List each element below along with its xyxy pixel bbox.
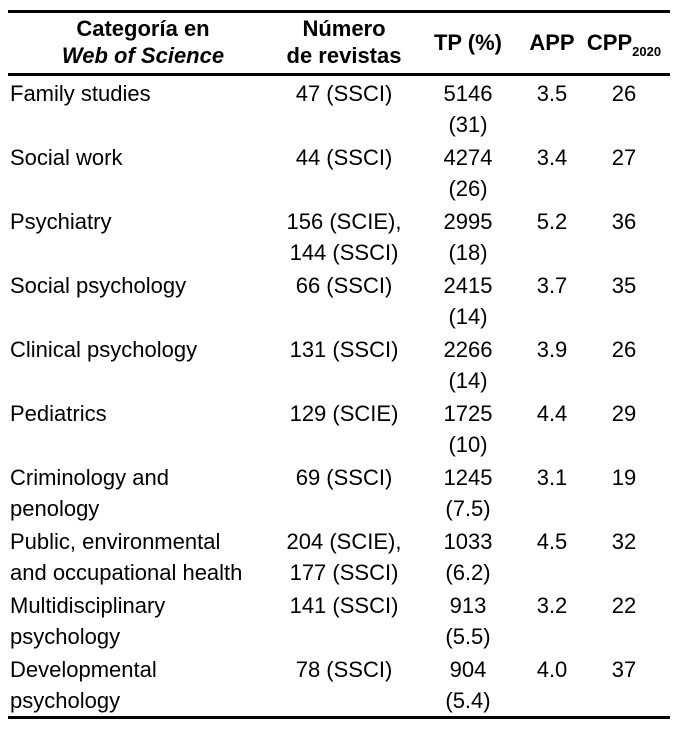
app-cell: 3.2	[536, 593, 568, 618]
app-cell: 3.9	[536, 337, 568, 362]
app-cell: 4.5	[536, 529, 568, 554]
table-row: Social psychology 66 (SSCI) 2415 (14) 3.…	[8, 268, 670, 332]
journals-cell: 131 (SSCI)	[289, 337, 399, 362]
journals-cell: 141 (SSCI)	[289, 593, 399, 618]
cpp-cell: 27	[611, 145, 637, 170]
cpp-cell: 36	[611, 209, 637, 234]
category-cell: Family studies	[10, 81, 151, 106]
table-row: Psychiatry 156 (SCIE), 144 (SSCI) 2995 (…	[8, 204, 670, 268]
cpp-cell: 26	[611, 81, 637, 106]
category-cell: Clinical psychology	[10, 337, 198, 362]
cpp-cell: 29	[611, 401, 637, 426]
header-row: Categoría en Web of Science Número de re…	[8, 11, 670, 76]
table-row: Clinical psychology 131 (SSCI) 2266 (14)…	[8, 332, 670, 396]
category-cell: Developmental psychology	[10, 657, 157, 713]
app-cell: 5.2	[536, 209, 568, 234]
header-cpp-label: CPP	[586, 29, 633, 55]
cpp-cell: 37	[611, 657, 637, 682]
category-cell: Criminology and penology	[10, 465, 169, 521]
header-numero: Número de revistas	[278, 11, 410, 76]
journals-cell: 129 (SCIE)	[289, 401, 399, 426]
journals-cell: 44 (SSCI)	[295, 145, 393, 170]
app-cell: 4.4	[536, 401, 568, 426]
header-app-label: APP	[529, 29, 575, 55]
tp-cell: 2995 (18)	[443, 209, 493, 265]
app-cell: 3.1	[536, 465, 568, 490]
header-categoria-line2: Web of Science	[61, 43, 225, 68]
app-cell: 3.7	[536, 273, 568, 298]
category-cell: Public, environmental and occupational h…	[10, 529, 243, 585]
table-row: Criminology and penology 69 (SSCI) 1245 …	[8, 460, 670, 524]
journals-cell: 66 (SSCI)	[295, 273, 393, 298]
header-categoria: Categoría en Web of Science	[8, 11, 278, 76]
journals-cell: 204 (SCIE), 177 (SSCI)	[286, 529, 402, 585]
tp-cell: 913 (5.5)	[445, 593, 491, 649]
header-cpp-subscript: 2020	[632, 43, 662, 59]
app-cell: 3.5	[536, 81, 568, 106]
header-numero-line1: Número	[302, 16, 386, 41]
category-cell: Social psychology	[10, 273, 187, 298]
journals-cell: 156 (SCIE), 144 (SSCI)	[286, 209, 402, 265]
app-cell: 3.4	[536, 145, 568, 170]
category-cell: Social work	[10, 145, 123, 170]
tp-cell: 2266 (14)	[443, 337, 493, 393]
tp-cell: 4274 (26)	[443, 145, 493, 201]
tp-cell: 904 (5.4)	[445, 657, 491, 713]
table-row: Pediatrics 129 (SCIE) 1725 (10) 4.4 29	[8, 396, 670, 460]
wos-categories-table: Categoría en Web of Science Número de re…	[8, 10, 670, 719]
tp-cell: 2415 (14)	[443, 273, 493, 329]
header-tp: TP (%)	[410, 11, 526, 76]
table-header: Categoría en Web of Science Número de re…	[8, 11, 670, 76]
tp-cell: 1033 (6.2)	[443, 529, 493, 585]
header-tp-label: TP (%)	[433, 29, 503, 55]
table-row: Multidisciplinary psychology 141 (SSCI) …	[8, 588, 670, 652]
tp-cell: 1245 (7.5)	[443, 465, 493, 521]
journals-cell: 47 (SSCI)	[295, 81, 393, 106]
cpp-cell: 19	[611, 465, 637, 490]
table-row: Family studies 47 (SSCI) 5146 (31) 3.5 2…	[8, 75, 670, 141]
table-body: Family studies 47 (SSCI) 5146 (31) 3.5 2…	[8, 75, 670, 718]
table-row: Social work 44 (SSCI) 4274 (26) 3.4 27	[8, 140, 670, 204]
header-app: APP	[526, 11, 578, 76]
tp-cell: 5146 (31)	[443, 81, 493, 137]
category-cell: Pediatrics	[10, 401, 107, 426]
header-cpp: CPP2020	[578, 11, 670, 76]
cpp-cell: 26	[611, 337, 637, 362]
category-cell: Psychiatry	[10, 209, 112, 234]
header-numero-line2: de revistas	[286, 43, 402, 68]
cpp-cell: 22	[611, 593, 637, 618]
tp-cell: 1725 (10)	[443, 401, 493, 457]
header-categoria-line1: Categoría en	[76, 16, 210, 41]
table-row: Public, environmental and occupational h…	[8, 524, 670, 588]
category-cell: Multidisciplinary psychology	[10, 593, 166, 649]
table-row: Developmental psychology 78 (SSCI) 904 (…	[8, 652, 670, 718]
journals-cell: 78 (SSCI)	[295, 657, 393, 682]
cpp-cell: 32	[611, 529, 637, 554]
cpp-cell: 35	[611, 273, 637, 298]
app-cell: 4.0	[536, 657, 568, 682]
journals-cell: 69 (SSCI)	[295, 465, 393, 490]
